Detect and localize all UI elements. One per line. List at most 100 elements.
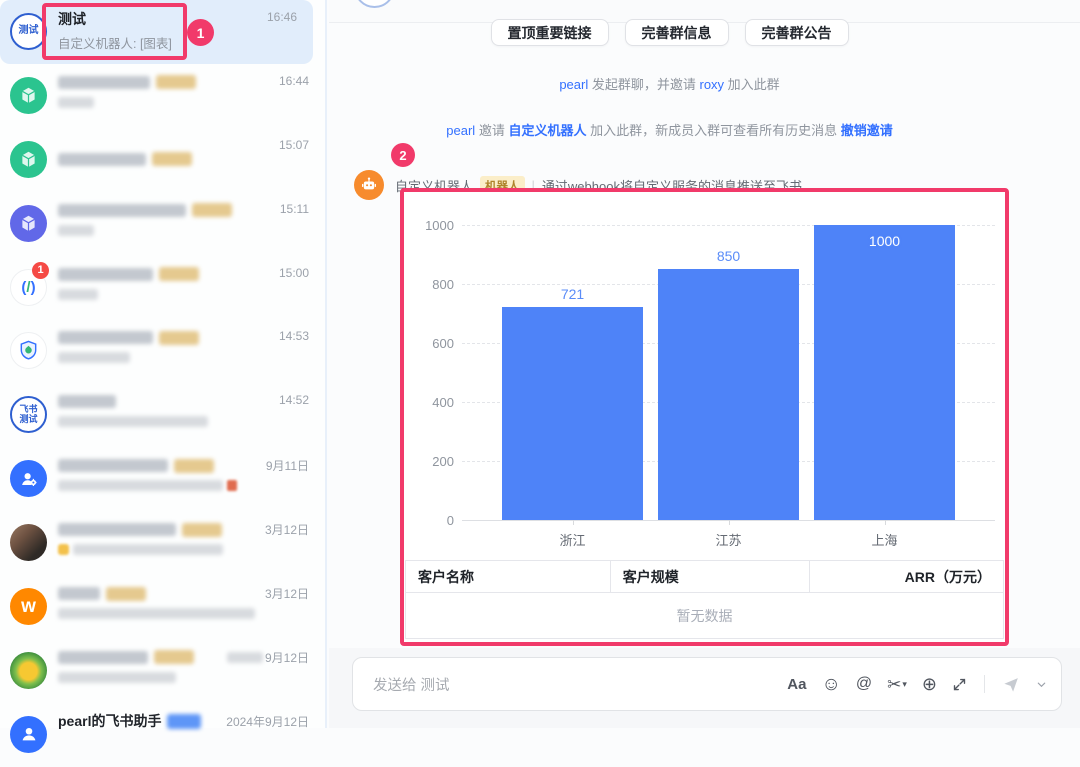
unread-badge: 1 [32,261,49,279]
inline-link[interactable]: 撤销邀请 [840,123,893,138]
system-message-bot-invited: pearl 邀请 自定义机器人 加入此群，新成员入群可查看所有历史消息 撤销邀请 [446,123,893,138]
inline-link[interactable]: roxy [699,77,725,92]
table-empty-state: 暂无数据 [405,593,1004,639]
blurred-last-message [73,544,223,556]
blurred-chat-name [58,650,148,664]
bar-shanghai: 1000 上海 [814,225,955,548]
chat-item[interactable]: 飞书 测试 14:52 [0,383,325,447]
blurred-last-message [58,288,98,300]
chat-time: 16:44 [278,73,309,88]
send-icon[interactable] [1002,675,1021,694]
text-format-icon[interactable]: Aa [787,675,807,693]
bar-chart-plot: 1000 800 600 400 200 0 721 浙江 850 江苏 [425,218,995,548]
composer-placeholder[interactable]: 发送给 测试 [373,677,450,694]
blurred-last-message [58,96,94,108]
chat-item[interactable]: 14:53 [0,319,325,383]
send-options-chevron-icon[interactable] [1036,679,1047,690]
chat-item[interactable]: w 3月12日 [0,575,325,639]
chat-last-message: 自定义机器人: [图表] [58,37,172,51]
cube-app-icon [10,76,47,114]
blurred-last-message [58,608,255,620]
chat-item[interactable]: (/) 1 15:00 [0,256,325,320]
annotation-badge-step2: 2 [391,143,415,167]
chat-item[interactable]: 3月12日 [0,511,325,575]
pin-important-link-button[interactable]: 置顶重要链接 [490,19,609,46]
blurred-chat-name [58,587,100,601]
bar-value-label: 850 [716,248,741,265]
bar-jiangsu: 850 江苏 [658,225,799,548]
group-quick-actions: 置顶重要链接 完善群信息 完善群公告 [329,19,1010,46]
blurred-date-prefix [226,651,263,663]
minutes-app-icon: w [10,588,47,626]
feishu-test-avatar: 飞书 测试 [10,396,47,434]
y-axis-tick: 800 [432,277,454,292]
chat-avatar-ceshi: 测试 [10,13,47,50]
complete-group-info-button[interactable]: 完善群信息 [624,19,729,46]
complete-group-announcement-button[interactable]: 完善群公告 [744,19,849,46]
security-shield-icon [10,332,47,370]
screenshot-icon[interactable]: ✂ ▾ [887,674,907,694]
chat-item[interactable]: 9月11日 [0,447,325,511]
table-header-arr: ARR（万元） [904,568,991,585]
blurred-badge [106,586,146,601]
chat-item-selected[interactable]: 测试 测试 自定义机器人: [图表] 16:46 [0,0,313,64]
bot-robot-avatar[interactable] [354,170,384,200]
composer-divider [984,675,985,693]
blurred-badge [174,458,214,473]
blurred-badge [159,330,199,345]
expand-composer-icon[interactable] [952,677,967,692]
chat-main-area: 置顶重要链接 完善群信息 完善群公告 pearl 发起群聊，并邀请 roxy 加… [329,0,1080,728]
admin-assistant-icon [10,460,47,498]
bar-value-label: 1000 [868,233,901,249]
mention-icon[interactable]: @ [855,675,873,692]
inline-link[interactable]: pearl [446,123,476,138]
chat-time: 15:00 [278,265,309,280]
chat-item[interactable]: 15:07 [0,128,325,192]
blurred-blue-badge [167,713,202,729]
chat-item[interactable]: 15:11 [0,192,325,256]
cube-app-icon [10,204,47,242]
blurred-badge [152,152,192,167]
blurred-badge [154,650,194,665]
blurred-last-message [58,671,176,683]
chat-list-sidebar: 测试 测试 自定义机器人: [图表] 16:46 16:44 15:07 [0,0,327,753]
chat-time: 14:52 [278,393,309,408]
customer-table: 客户名称 客户规模 ARR（万元） 暂无数据 [405,560,1004,639]
bot-chart-message-card[interactable]: 1000 800 600 400 200 0 721 浙江 850 江苏 [404,192,1005,644]
y-axis-tick: 1000 [425,218,454,233]
bar-value-label: 721 [560,286,585,303]
chat-time: 3月12日 [264,523,309,538]
group-avatar-partial[interactable] [354,0,395,8]
blurred-chat-name [58,523,176,537]
inline-link[interactable]: pearl [559,77,589,92]
blurred-last-message [58,224,94,236]
chat-name: pearl的飞书助手 [58,713,162,730]
chat-item[interactable]: 16:44 [0,64,325,128]
chat-time: 15:11 [279,201,309,216]
x-axis-label: 浙江 [559,533,586,548]
bar-rect [658,269,799,520]
table-header-customer-name: 客户名称 [406,561,611,592]
bar-rect [502,307,643,520]
bar-zhejiang: 721 浙江 [502,225,643,548]
blurred-badge [159,267,199,282]
annotation-badge-step1: 1 [187,19,214,46]
chat-item[interactable]: pearl的飞书助手 2024年9月12日 [0,703,325,767]
y-axis-tick: 0 [446,513,454,528]
cube-app-icon [10,140,47,178]
chat-time: 14:53 [278,329,309,344]
emoji-icon[interactable]: ☺ [821,673,841,695]
message-composer[interactable]: 发送给 测试 Aa ☺ @ ✂ ▾ ⊕ [352,657,1062,711]
x-axis-label: 上海 [871,533,898,548]
table-header-customer-scale: 客户规模 [611,561,810,592]
x-axis-label: 江苏 [715,533,742,548]
y-axis-tick: 200 [432,454,454,469]
sunflower-photo-avatar [10,651,47,689]
bar-rect [814,225,955,520]
person-avatar-icon [10,715,47,753]
add-attachment-icon[interactable]: ⊕ [921,674,937,694]
blurred-last-message [58,480,223,492]
chat-item[interactable]: 9月12日 [0,639,325,703]
inline-link[interactable]: 自定义机器人 [508,123,587,138]
chat-name: 测试 [58,10,86,27]
